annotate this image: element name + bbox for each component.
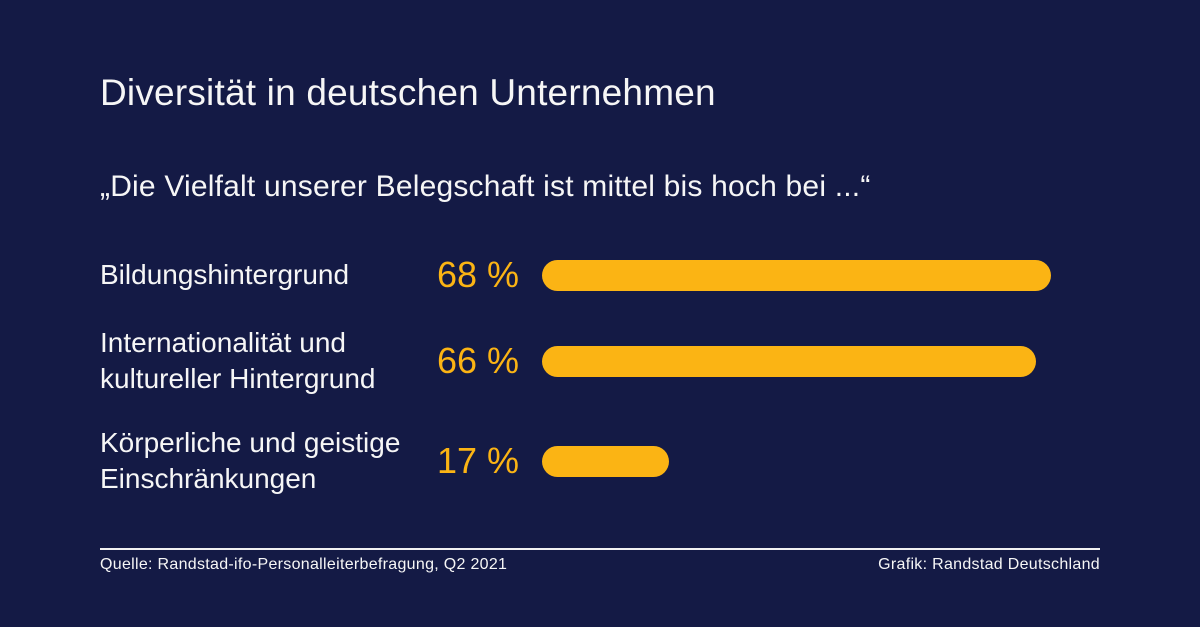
category-label-line: Bildungshintergrund [100,259,350,290]
category-label: Internationalität und kultureller Hinterg… [100,325,437,397]
bar-track [542,445,1200,477]
chart-subtitle: „Die Vielfalt unserer Belegschaft ist mi… [100,170,871,203]
footer: Quelle: Randstad-ifo-Personalleiterbefra… [100,556,1100,574]
chart-row: Körperliche und geistige Einschränkungen … [100,425,1200,497]
value-label: 17 % [437,440,520,481]
category-label-line: Internationalität und [100,327,346,358]
category-label-line: Körperliche und geistige [100,427,401,458]
bar-fill [542,445,670,477]
category-label-line: kultureller Hintergrund [100,363,376,394]
page-title: Diversität in deutschen Unternehmen [100,72,716,113]
value-label: 68 % [437,254,520,295]
bar-chart: Bildungshintergrund 68 % Internationalit… [100,253,1200,497]
bar-track [542,259,1200,291]
bar-track [542,345,1200,377]
chart-row: Bildungshintergrund 68 % [100,253,1200,297]
category-label-line: Einschränkungen [100,463,317,494]
source-text: Quelle: Randstad-ifo-Personalleiterbefra… [100,556,508,573]
bar-fill [542,345,1036,377]
chart-row: Internationalität und kultureller Hinterg… [100,325,1200,397]
category-label: Körperliche und geistige Einschränkungen [100,425,437,497]
bar-fill [542,259,1051,291]
footer-divider [100,548,1100,550]
value-label: 66 % [437,340,520,381]
category-label: Bildungshintergrund [100,257,437,293]
credit-text: Grafik: Randstad Deutschland [878,556,1100,573]
